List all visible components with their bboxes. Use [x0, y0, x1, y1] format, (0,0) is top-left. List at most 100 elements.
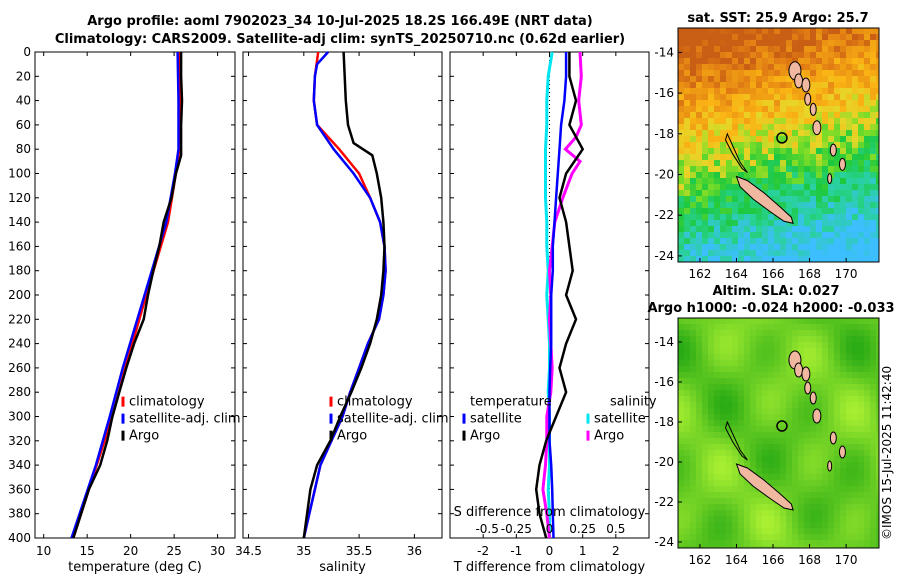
map-cell [798, 220, 804, 226]
map-cell [852, 390, 858, 396]
map-cell [750, 504, 756, 510]
map-cell [834, 372, 840, 378]
map-cell [678, 82, 684, 88]
map-cell [804, 522, 810, 528]
map-cell [858, 82, 864, 88]
map-cell [822, 462, 828, 468]
map-cell [744, 432, 750, 438]
map-cell [678, 360, 684, 366]
map-cell [678, 160, 684, 166]
map-cell [678, 148, 684, 154]
map-cell [810, 46, 816, 52]
map-cell [786, 336, 792, 342]
map-cell [696, 154, 702, 160]
map-cell [780, 360, 786, 366]
map-cell [732, 232, 738, 238]
map-cell [732, 142, 738, 148]
map-cell [870, 516, 876, 522]
map-cell [810, 360, 816, 366]
map-cell [822, 52, 828, 58]
map-cell [876, 136, 879, 142]
map-cell [714, 166, 720, 172]
map-cell [792, 256, 798, 262]
map-cell [804, 420, 810, 426]
map-cell [744, 342, 750, 348]
map-cell [702, 46, 708, 52]
map-cell [702, 450, 708, 456]
map-cell [792, 480, 798, 486]
map-cell [702, 136, 708, 142]
map-cell [678, 546, 684, 548]
map-cell [792, 88, 798, 94]
map-cell [720, 516, 726, 522]
map-cell [840, 546, 846, 548]
map-cell [702, 88, 708, 94]
map-cell [690, 402, 696, 408]
map-cell [678, 438, 684, 444]
map-cell [756, 540, 762, 546]
map-cell [804, 438, 810, 444]
map-cell [798, 534, 804, 540]
map-cell [810, 432, 816, 438]
map-cell [720, 214, 726, 220]
map-cell [834, 438, 840, 444]
map-cell [810, 256, 816, 262]
map-cell [708, 244, 714, 250]
map-cell [750, 432, 756, 438]
map-cell [678, 136, 684, 142]
map-cell [792, 510, 798, 516]
map-cell [828, 256, 834, 262]
map-cell [864, 214, 870, 220]
map-cell [732, 112, 738, 118]
map-cell [720, 64, 726, 70]
map-cell [726, 166, 732, 172]
map-cell [852, 28, 858, 34]
map-cell [846, 208, 852, 214]
map-cell [702, 420, 708, 426]
map-cell [690, 214, 696, 220]
legend-label: satellite [594, 412, 646, 427]
map-cell [822, 190, 828, 196]
map-cell [726, 160, 732, 166]
map-cell [714, 408, 720, 414]
map-cell [708, 528, 714, 534]
map-cell [870, 426, 876, 432]
map-cell [720, 130, 726, 136]
map-cell [810, 510, 816, 516]
map-cell [852, 190, 858, 196]
map-cell [840, 438, 846, 444]
map-cell [816, 112, 822, 118]
map-cell [738, 88, 744, 94]
map-cell [846, 154, 852, 160]
map-cell [696, 354, 702, 360]
map-cell [870, 360, 876, 366]
map-cell [768, 546, 774, 548]
map-cell [774, 142, 780, 148]
map-cell [834, 510, 840, 516]
map-cell [768, 112, 774, 118]
map-cell [702, 148, 708, 154]
map-cell [798, 510, 804, 516]
map-cell [786, 474, 792, 480]
map-cell [708, 76, 714, 82]
legend-label: Argo [337, 429, 367, 444]
map-cell [756, 420, 762, 426]
map-cell [828, 136, 834, 142]
map-cell [864, 166, 870, 172]
map-cell [846, 402, 852, 408]
map-cell [858, 238, 864, 244]
island-new-caledonia [735, 175, 794, 224]
map-cell [690, 28, 696, 34]
map-cell [828, 154, 834, 160]
map-cell [852, 462, 858, 468]
map-cell [702, 540, 708, 546]
map-cell [876, 396, 879, 402]
map-cell [708, 208, 714, 214]
map-cell [756, 226, 762, 232]
map-cell [828, 58, 834, 64]
map-cell [768, 76, 774, 82]
map-cell [744, 546, 750, 548]
map-cell [696, 462, 702, 468]
s-tick-label: -0.5 [475, 522, 498, 536]
map-cell [738, 522, 744, 528]
